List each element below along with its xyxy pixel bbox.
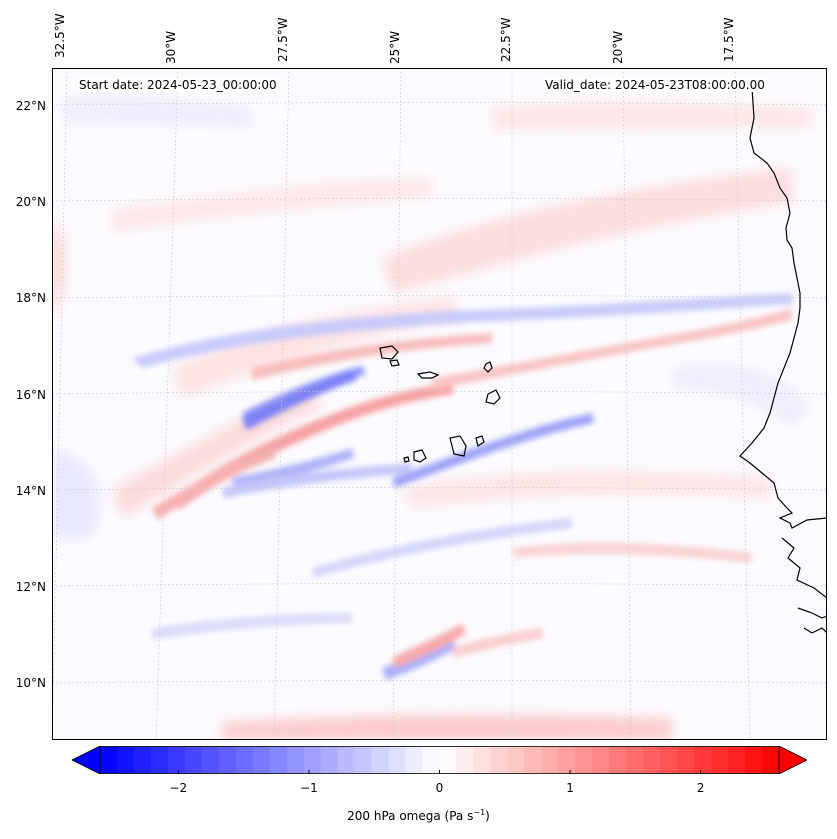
colorbar-cell <box>711 746 729 774</box>
colorbar-cell <box>235 746 254 774</box>
island-brava <box>403 456 410 463</box>
colorbar-units-prefix: (Pa s <box>444 809 474 823</box>
lon-label-32-5w: 32.5°W <box>53 13 67 58</box>
lon-label-25w: 25°W <box>388 30 402 64</box>
colorbar-units-exp: −1 <box>473 808 486 817</box>
colorbar-cell <box>762 746 780 774</box>
cb-tick-neg2: −2 <box>169 781 188 795</box>
island-santo-antao <box>379 345 399 360</box>
lat-label-14n: 14°N <box>15 484 46 498</box>
colorbar-cell <box>422 746 440 774</box>
colorbar-cell <box>745 746 763 774</box>
colorbar-cell <box>337 746 355 774</box>
colorbar-cell <box>150 746 169 774</box>
colorbar-cell <box>439 746 457 774</box>
colorbar-cell <box>473 746 491 774</box>
colorbar-cell <box>371 746 389 774</box>
lat-label-12n: 12°N <box>15 580 46 594</box>
cb-tick-0: 0 <box>435 781 444 795</box>
lon-label-22-5w: 22.5°W <box>499 17 513 62</box>
colorbar-cell <box>660 746 678 774</box>
colorbar-min-extend <box>72 746 101 774</box>
lon-label-27-5w: 27.5°W <box>276 17 290 62</box>
cb-tick-2: 2 <box>696 781 705 795</box>
colorbar-cell <box>252 746 271 774</box>
coastline-west-africa-south <box>781 537 827 599</box>
map-frame <box>52 68 827 740</box>
start-date-label: Start date: 2024-05-23_00:00:00 <box>77 78 279 92</box>
cape-verde-islands <box>379 345 501 463</box>
colorbar-cell <box>609 746 627 774</box>
colorbar-variable: 200 hPa omega <box>347 809 441 823</box>
valid-date-label: Valid_date: 2024-05-23T08:00:00.00 <box>543 78 767 92</box>
colorbar-label: 200 hPa omega (Pa s−1) <box>0 808 837 823</box>
colorbar-cell <box>490 746 508 774</box>
colorbar-cell <box>218 746 237 774</box>
colorbar-cell <box>626 746 644 774</box>
graticule <box>52 68 827 740</box>
colorbar-cell <box>201 746 220 774</box>
colorbar-cell <box>558 746 576 774</box>
colorbar-cell <box>643 746 661 774</box>
map-panel[interactable] <box>52 68 827 740</box>
colorbar-cell <box>133 746 152 774</box>
lon-label-20w: 20°W <box>611 30 625 64</box>
colorbar-cell <box>320 746 338 774</box>
colorbar-cell <box>116 746 135 774</box>
coastline <box>739 87 827 634</box>
colorbar-cell <box>354 746 372 774</box>
colorbar-ticks <box>177 770 702 774</box>
lat-label-16n: 16°N <box>15 388 46 402</box>
cb-tick-1: 1 <box>566 781 574 795</box>
colorbar-cell <box>677 746 695 774</box>
colorbar-cell <box>456 746 474 774</box>
colorbar-cell <box>269 746 288 774</box>
island-sal <box>483 361 493 373</box>
island-fogo <box>413 449 427 463</box>
colorbar-cell <box>286 746 305 774</box>
colorbar-cell <box>405 746 423 774</box>
island-maio <box>475 435 485 447</box>
island-sao-vicente <box>389 359 400 367</box>
colorbar-cell <box>303 746 321 774</box>
colorbar-cell <box>728 746 746 774</box>
lat-label-20n: 20°N <box>15 195 46 209</box>
colorbar <box>72 746 807 774</box>
colorbar-cell <box>541 746 559 774</box>
colorbar-cell <box>592 746 610 774</box>
colorbar-units-suffix: ) <box>485 809 490 823</box>
colorbar-cell <box>184 746 203 774</box>
colorbar-cells <box>100 746 780 774</box>
cb-tick-neg1: −1 <box>300 781 318 795</box>
colorbar-cell <box>388 746 406 774</box>
lat-label-10n: 10°N <box>15 676 46 690</box>
colorbar-cell <box>167 746 186 774</box>
island-santiago <box>449 435 467 457</box>
colorbar-max-extend <box>778 746 807 774</box>
colorbar-cell <box>694 746 712 774</box>
lat-label-22n: 22°N <box>15 99 46 113</box>
colorbar-cell <box>524 746 542 774</box>
colorbar-units: (Pa s−1) <box>444 808 490 823</box>
lon-label-30w: 30°W <box>164 30 178 64</box>
coastline-islands-guinea-bissau <box>797 607 827 634</box>
colorbar-cell <box>100 746 118 774</box>
lon-label-17-5w: 17.5°W <box>722 17 736 62</box>
colorbar-cell <box>575 746 593 774</box>
island-sao-nicolau <box>416 371 440 379</box>
africa-coastline <box>739 87 827 529</box>
lat-label-18n: 18°N <box>15 291 46 305</box>
island-boa-vista <box>485 389 501 405</box>
omega-field-map[interactable] <box>52 68 827 740</box>
colorbar-cell <box>507 746 525 774</box>
omega-field-streaks <box>132 293 792 680</box>
